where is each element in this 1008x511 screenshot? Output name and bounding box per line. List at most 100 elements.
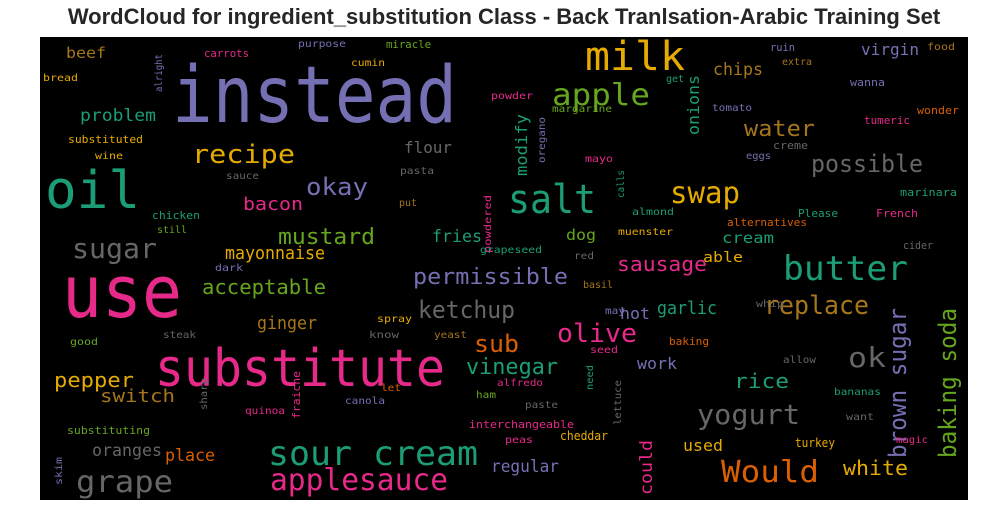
word-milk: milk [585,34,685,80]
word-ginger: ginger [257,313,317,334]
word-need: need [585,365,596,390]
word-water: water [744,117,815,142]
word-mustard: mustard [278,225,375,250]
word-bread: bread [43,73,78,84]
word-flour: flour [404,138,452,157]
word-seed: seed [590,345,618,356]
word-hot: hot [620,304,650,323]
word-salt: salt [508,177,596,223]
word-margarine: margarine [552,104,612,115]
word-would: Would [721,455,819,490]
word-marinara: marinara [900,186,957,199]
word-oregano: oregano [537,117,548,163]
word-grapeseed: grapeseed [480,245,542,256]
word-yeast: yeast [434,330,467,341]
chart-title: WordCloud for ingredient_substitution Cl… [67,4,941,29]
word-able: able [703,250,743,266]
word-possible: possible [811,150,923,178]
word-applesauce: applesauce [270,463,448,498]
word-want: want [846,412,874,423]
word-may: may [605,306,625,317]
word-put: put [399,198,417,209]
word-purpose: purpose [298,39,346,50]
word-chicken: chicken [152,209,200,222]
word-sharp: sharp [199,378,210,410]
word-baking: baking [669,335,709,348]
word-muenster: muenster [618,227,673,238]
word-oil: oil [45,161,140,221]
word-yogurt: yogurt [697,398,800,431]
word-ok: ok [848,341,886,374]
word-beef: beef [66,44,106,62]
word-whip: whip [756,299,784,310]
word-spray: spray [377,314,412,325]
word-magic: magic [896,435,928,446]
word-quinoa: quinoa [245,406,285,417]
word-canola: canola [345,396,385,407]
word-oranges: oranges [92,441,162,461]
word-turkey: turkey [795,436,835,450]
word-bananas: bananas [834,387,881,398]
word-miracle: miracle [386,38,431,51]
word-alternatives: alternatives [727,216,807,229]
word-extra: extra [782,57,812,68]
word-could: could [637,440,657,495]
word-wonder: wonder [917,104,959,117]
word-sausage: sausage [617,252,707,276]
word-creme: creme [773,139,808,152]
word-use: use [62,250,182,334]
word-please: Please [798,207,838,220]
word-place: place [165,446,215,466]
word-cheddar: cheddar [560,429,608,443]
word-alright: alright [154,54,165,92]
word-okay: okay [306,173,368,201]
word-get: get [666,74,684,85]
word-substitute: substitute [155,339,445,399]
word-pasta: pasta [400,166,434,177]
word-baking-soda: baking soda [934,308,962,458]
word-regular: regular [491,457,559,477]
word-skim: skim [54,457,65,485]
word-ketchup: ketchup [418,296,515,324]
word-dog: dog [566,226,596,244]
word-switch: switch [100,386,175,407]
word-calls: calls [616,170,627,198]
word-mayo: mayo [585,154,613,165]
word-carrots: carrots [204,47,249,60]
word-interchangeable: interchangeable [469,418,574,431]
word-ruin: ruin [770,41,795,54]
word-wine: wine [95,151,123,162]
word-work: work [637,354,677,373]
word-swap: swap [670,176,740,211]
word-tomato: tomato [712,103,752,114]
word-substituted: substituted [68,133,143,146]
word-onions: onions [684,75,703,135]
word-bacon: bacon [243,194,303,215]
word-olive: olive [557,319,637,349]
word-eggs: eggs [746,151,771,162]
word-substituting: substituting [67,424,150,437]
word-permissible: permissible [413,265,568,290]
word-cream: cream [722,229,774,247]
word-still: still [157,225,187,236]
word-apple: apple [552,78,650,113]
word-steak: steak [163,330,196,341]
word-red: red [574,251,594,262]
word-vinegar: vinegar [466,355,558,380]
word-instead: instead [172,51,457,141]
word-sauce: sauce [226,171,259,182]
word-acceptable: acceptable [202,275,326,299]
word-brown-sugar: brown sugar [884,308,912,458]
word-powder: powder [491,91,533,102]
word-allow: allow [783,355,817,366]
word-alfredo: alfredo [497,378,543,389]
word-rice: rice [734,369,789,393]
word-virgin: virgin [861,40,919,59]
word-sub: sub [474,330,519,358]
word-good: good [70,337,98,348]
word-dark: dark [215,263,243,274]
word-used: used [683,436,723,455]
word-almond: almond [632,207,674,218]
